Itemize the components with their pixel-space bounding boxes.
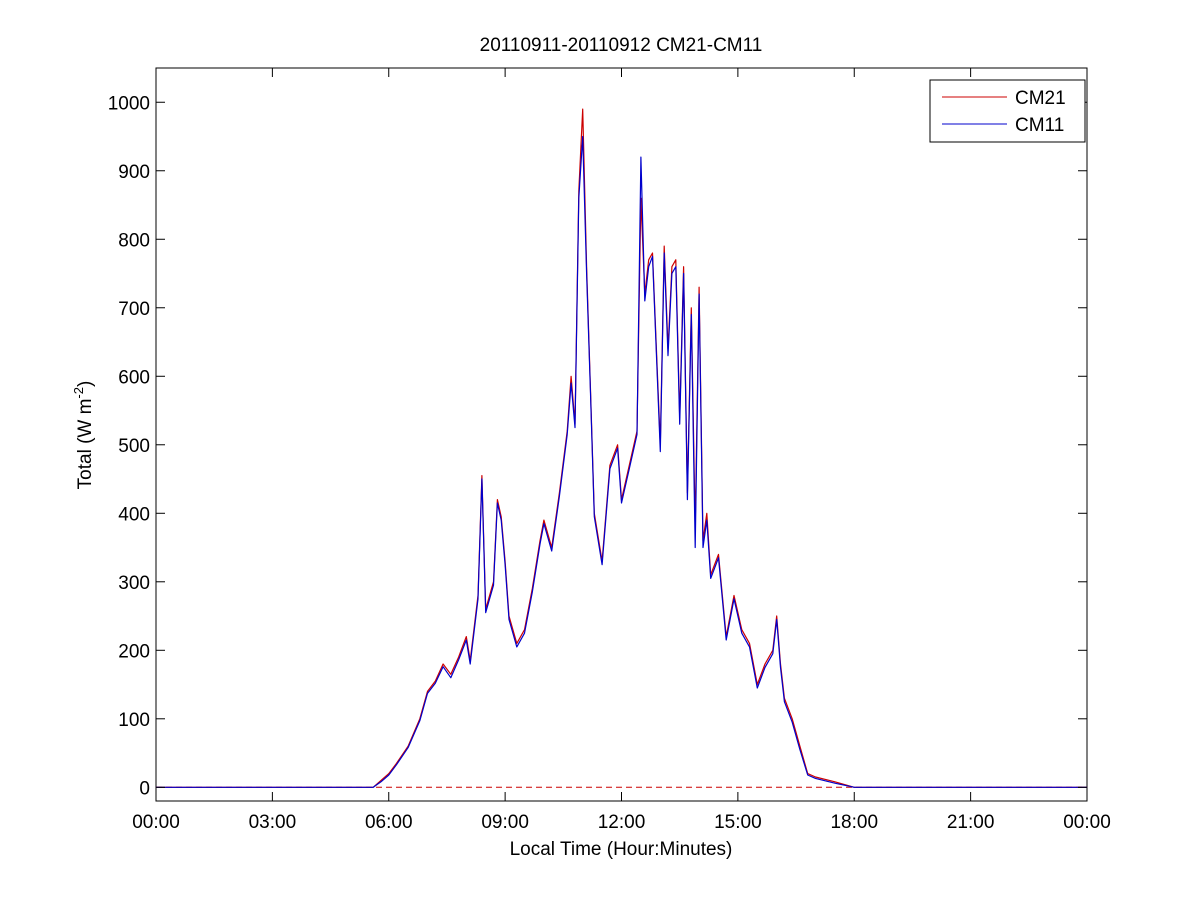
y-tick-label: 700 bbox=[118, 299, 150, 320]
y-tick-label: 400 bbox=[118, 504, 150, 525]
x-tick-label: 12:00 bbox=[598, 812, 646, 833]
y-tick-label: 0 bbox=[139, 778, 150, 799]
x-tick-label: 00:00 bbox=[132, 812, 180, 833]
legend-box bbox=[929, 79, 1086, 143]
series-line-cm11 bbox=[156, 135, 1087, 788]
y-tick-label: 1000 bbox=[108, 93, 150, 114]
series-layer bbox=[156, 108, 1087, 788]
y-axis-label-close: ) bbox=[75, 381, 96, 387]
y-tick-label: 600 bbox=[118, 367, 150, 388]
x-tick-label: 03:00 bbox=[249, 812, 297, 833]
y-tick-label: 500 bbox=[118, 436, 150, 457]
y-tick-label: 100 bbox=[118, 710, 150, 731]
x-tick-label: 18:00 bbox=[830, 812, 878, 833]
y-axis-label-superscript: -2 bbox=[71, 387, 86, 399]
legend-label-cm21: CM21 bbox=[1015, 88, 1066, 109]
x-tick-label: 09:00 bbox=[481, 812, 529, 833]
y-tick-label: 900 bbox=[118, 162, 150, 183]
x-tick-label: 06:00 bbox=[365, 812, 413, 833]
chart-title: 20110911-20110912 CM21-CM11 bbox=[480, 35, 763, 56]
legend: CM21 CM11 bbox=[929, 79, 1086, 143]
x-tick-label: 00:00 bbox=[1063, 812, 1111, 833]
x-tick-label: 21:00 bbox=[947, 812, 995, 833]
y-tick-label: 800 bbox=[118, 230, 150, 251]
legend-label-cm11: CM11 bbox=[1015, 115, 1064, 136]
plot-area: 00:00 03:00 06:00 09:00 12:00 15:00 18:00 21:00… bbox=[108, 67, 1111, 833]
x-axis-label: Local Time (Hour:Minutes) bbox=[510, 839, 733, 860]
y-tick-label: 300 bbox=[118, 573, 150, 594]
ticks-layer: 00:00 03:00 06:00 09:00 12:00 15:00 18:00 21:00… bbox=[108, 68, 1111, 833]
y-axis-label: Total (W m-2) bbox=[71, 381, 96, 490]
y-axis-label-main: Total (W m bbox=[75, 399, 96, 490]
y-tick-label: 200 bbox=[118, 641, 150, 662]
x-tick-label: 15:00 bbox=[714, 812, 762, 833]
